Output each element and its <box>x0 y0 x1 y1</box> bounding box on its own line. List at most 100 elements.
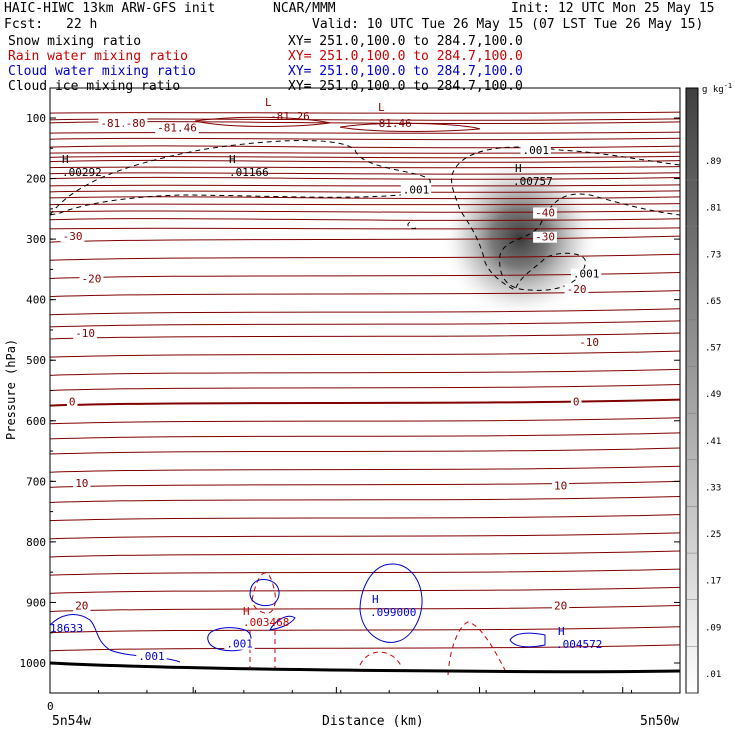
y-tick-label: 100 <box>26 112 46 125</box>
contour-label-bg <box>552 480 570 492</box>
contour-label-bg <box>533 231 557 243</box>
temperature-contour-line <box>50 137 680 141</box>
contour-label-bg <box>98 117 142 129</box>
temperature-contour-line <box>50 368 680 376</box>
contour-label-bg <box>577 337 601 349</box>
contour-label-bg <box>224 638 255 650</box>
temperature-contour-line <box>50 644 680 652</box>
contour-label-bg <box>73 600 91 612</box>
colorbar-tick-label: .25 <box>705 530 721 540</box>
contour-label: -10 <box>75 327 95 340</box>
terrain-line <box>50 661 680 674</box>
extremum-H: H <box>243 605 250 618</box>
extremum-value: -81.46 <box>372 117 412 130</box>
contour-label-bg <box>570 268 602 280</box>
temperature-contour-line <box>50 586 680 594</box>
contour-label: 20 <box>554 600 567 613</box>
colorbar-tick-label: .09 <box>705 623 721 633</box>
contour-label: -20 <box>567 283 587 296</box>
temperature-contour-line <box>50 350 680 358</box>
contour-label: .001 <box>226 638 253 651</box>
model-title: HAIC-HIWC 13km ARW-GFS init <box>4 1 216 16</box>
temperature-contour-line <box>50 626 680 634</box>
contour-label-bg <box>552 600 570 612</box>
x-axis-title: Distance (km) <box>322 714 424 729</box>
field-cloudwater-label: Cloud water mixing ratio <box>8 64 196 79</box>
x-left-label: 5n54w <box>52 714 91 729</box>
temperature-contour-line <box>50 176 680 180</box>
temperature-contour-line <box>50 196 680 200</box>
extremum-H: H <box>558 625 565 638</box>
contour-label: .001 <box>523 144 550 157</box>
contour-label: -10 <box>579 336 599 349</box>
field-snow-xy: XY= 251.0,100.0 to 284.7,100.0 <box>288 34 523 49</box>
extremum-H: H <box>515 162 522 175</box>
contour-label-bg <box>400 184 432 196</box>
extremum-value: 18633 <box>50 622 83 635</box>
temperature-contour-line <box>50 218 680 221</box>
extremum-value: .003468 <box>243 616 289 629</box>
contour-label: .001 <box>138 650 165 663</box>
field-rain-xy: XY= 251.0,100.0 to 284.7,100.0 <box>288 49 523 64</box>
contour-label: -30 <box>535 231 555 244</box>
y-tick-label: 800 <box>26 536 46 549</box>
temperature-contour-line <box>50 190 680 193</box>
contour-label: -80 <box>126 117 146 130</box>
colorbar-tick-label: .81 <box>705 204 721 214</box>
contour-label: -20 <box>82 273 102 286</box>
temperature-low-contour <box>194 116 331 127</box>
temperature-contour-line <box>50 151 680 154</box>
temperature-contour-line <box>50 184 680 187</box>
y-tick-label: 500 <box>26 354 46 367</box>
colorbar-tick-label: .65 <box>705 297 721 307</box>
colorbar-tick-label: .41 <box>705 437 721 447</box>
rain-water-contours <box>249 572 506 676</box>
contour-label-bg <box>520 145 551 157</box>
extremum-H: H <box>372 593 379 606</box>
field-cloudice-xy: XY= 251.0,100.0 to 284.7,100.0 <box>288 79 523 94</box>
contour-label: 10 <box>75 477 88 490</box>
temperature-contour-line <box>50 417 680 425</box>
colorbar: .01 .09 .17 .25 .33 .41 .49 .57 .65 .73 .81 .89 g k… <box>685 82 732 694</box>
temperature-contour-line <box>50 496 680 503</box>
temperature-contour-line <box>50 320 680 328</box>
extremum-value: .004572 <box>556 638 602 651</box>
temperature-contour-line <box>50 172 680 175</box>
forecast-label: Fcst: <box>4 17 44 32</box>
field-cloudice-label: Cloud ice mixing ratio <box>8 79 181 94</box>
colorbar-tick-label: .01 <box>705 670 721 680</box>
temperature-contour-line <box>50 111 680 114</box>
y-tick-label: 600 <box>26 415 46 428</box>
colorbar-tick-label: .57 <box>705 344 721 354</box>
temperature-contour-line <box>50 166 680 169</box>
extremum-value: .00292 <box>62 166 102 179</box>
colorbar-tick-label: .89 <box>705 157 721 167</box>
colorbar-tick-label: .17 <box>705 577 721 587</box>
y-tick-label: 700 <box>26 475 46 488</box>
extremum-value: .00757 <box>513 175 553 188</box>
contour-label-bg <box>570 396 582 408</box>
contour-label-bg <box>564 283 589 295</box>
temperature-contour-line <box>50 131 680 134</box>
extremum-value: .099000 <box>370 606 416 619</box>
colorbar-tick-label: .49 <box>705 390 721 400</box>
contour-label: 20 <box>75 600 88 613</box>
temperature-contour-line <box>50 480 680 488</box>
temperature-contour-line <box>50 432 680 440</box>
contour-label: 0 <box>573 395 580 408</box>
valid-time: Valid: 10 UTC Tue 26 May 15 (07 LST Tue … <box>312 17 704 32</box>
contour-label: -40 <box>535 206 555 219</box>
temperature-contour-line <box>50 465 680 473</box>
temperature-contour-line <box>50 568 680 576</box>
temperature-contours <box>50 111 680 652</box>
extremum-L: L <box>265 96 272 109</box>
temperature-contour-line <box>50 308 680 316</box>
temperature-contour-line <box>50 210 680 213</box>
temperature-contour-line <box>50 398 680 407</box>
temperature-contour-line <box>50 145 680 149</box>
x-start-label: 0 <box>47 700 54 713</box>
y-tick-label: 300 <box>26 233 46 246</box>
contour-label: 10 <box>554 480 567 493</box>
